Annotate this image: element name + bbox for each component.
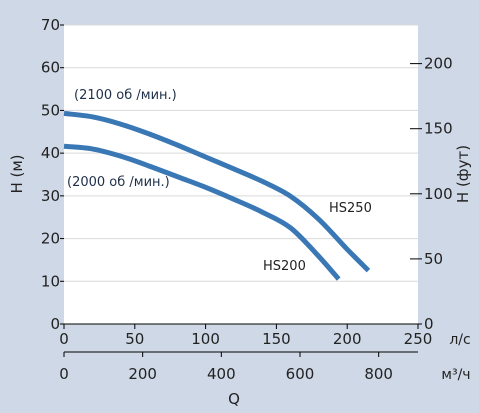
x-primary-tick-label: 150	[262, 330, 291, 348]
x-primary-unit: л/с	[449, 332, 470, 348]
series-lines	[63, 110, 371, 281]
x-primary-tick-label: 50	[125, 330, 144, 348]
y-left-tick-label: 40	[41, 144, 60, 162]
x-secondary-tick-label: 800	[364, 365, 393, 383]
series-name-hs250: HS250	[329, 201, 372, 216]
series-speed-annotation: (2000 об /мин.)	[67, 175, 170, 190]
y-right-tick-label: 150	[424, 120, 453, 138]
x-secondary-tick-label: 200	[128, 365, 157, 383]
y-left-tick-label: 60	[41, 59, 60, 77]
x-primary-tick-label: 200	[333, 330, 362, 348]
y-left-title: H (м)	[8, 154, 26, 193]
y-left-tick-label: 50	[41, 101, 60, 119]
series-line-hs250	[63, 110, 371, 273]
x-secondary-unit: м³/ч	[441, 367, 470, 383]
labels: 0 10 20 30 40 50 60 70 0 50 100 150 200 0 50 100 150 200 2…	[8, 16, 472, 408]
y-left-tick-label: 0	[50, 315, 60, 333]
y-left-tick-label: 10	[41, 272, 60, 290]
x-secondary-tick-label: 600	[286, 365, 315, 383]
y-right-tick-label: 100	[424, 185, 453, 203]
y-right-tick-label: 50	[424, 250, 443, 268]
series-speed-annotation: (2100 об /мин.)	[74, 88, 177, 103]
x-axis-title: Q	[228, 390, 240, 408]
x-primary-tick-label: 250	[404, 330, 433, 348]
series-name-hs200: HS200	[263, 259, 306, 274]
y-left-tick-label: 70	[41, 16, 60, 34]
axes	[60, 24, 422, 357]
y-right-title: H (фут)	[454, 145, 472, 203]
grid-lines	[64, 24, 418, 282]
y-right-tick-label: 200	[424, 55, 453, 73]
y-right-tick-label: 0	[424, 315, 434, 333]
x-primary-tick-label: 100	[191, 330, 220, 348]
x-secondary-tick-label: 400	[207, 365, 236, 383]
y-left-tick-label: 30	[41, 187, 60, 205]
y-left-tick-label: 20	[41, 230, 60, 248]
x-primary-tick-label: 0	[59, 330, 69, 348]
x-secondary-tick-label: 0	[59, 365, 69, 383]
series-line-hs200	[63, 143, 341, 281]
